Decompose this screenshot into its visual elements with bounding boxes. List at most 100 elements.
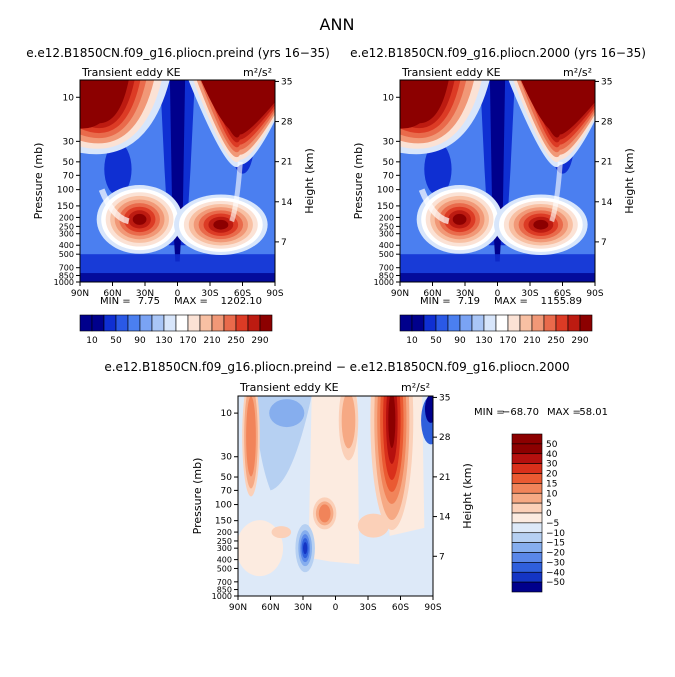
colorbar-label: 210 [523, 336, 540, 346]
y-right-tick-label: 7 [601, 238, 607, 248]
diff-pos-nh-jet [271, 526, 292, 539]
colorbar-swatch [247, 314, 261, 332]
panel-b-colorbar: 10 50 90 130 170 210 250 290 [399, 314, 593, 346]
y-right-tick-label: 14 [601, 198, 613, 208]
panel-c-plot [238, 396, 433, 596]
diff-neg-sh-pole-core [424, 396, 433, 423]
panel-a-min: 7.75 [138, 296, 160, 307]
panel-c-min: −68.70 [502, 407, 539, 418]
colorbar-swatch [511, 532, 543, 543]
colorbar-swatch [199, 314, 213, 332]
x-tick-label: 0 [175, 289, 181, 299]
x-tick-label: 90N [229, 603, 247, 613]
panel-c-title: e.e12.B1850CN.f09_g16.pliocn.preind − e.… [104, 360, 569, 374]
y-tick-label: 10 [63, 93, 75, 103]
colorbar-label: −50 [546, 578, 565, 588]
panel-b-min-label: MIN = [420, 296, 451, 307]
y-tick-label: 400 [379, 241, 394, 250]
colorbar-label: 250 [547, 336, 564, 346]
panel-a-axes: 90N 60N 30N 0 30S 60S 90S103050701001502002503… [54, 77, 293, 299]
diff-neg-tropo [303, 542, 308, 555]
field-max-nh-strat [80, 80, 123, 129]
diff-pos-sh-mid [357, 513, 390, 538]
diff-pos-nh-strat [246, 396, 256, 477]
y-right-tick-label: 28 [281, 118, 293, 128]
y-right-tick-label: 7 [281, 238, 287, 248]
colorbar-label: 15 [546, 479, 557, 489]
y-tick-label: 250 [379, 222, 394, 231]
y-tick-label: 250 [217, 537, 232, 546]
colorbar-swatch [511, 492, 543, 504]
panel-b: e.e12.B1850CN.f09_g16.pliocn.2000 (yrs 1… [350, 46, 646, 346]
colorbar-swatch [511, 502, 543, 514]
diff-pos-sh-strat [388, 396, 396, 448]
y-tick-label: 700 [217, 578, 232, 587]
x-tick-label: 60S [234, 289, 251, 299]
y-tick-label: 700 [59, 264, 74, 273]
colorbar-swatch [511, 581, 543, 593]
colorbar-swatch [483, 314, 497, 332]
colorbar-swatch [511, 463, 543, 474]
y-tick-label: 500 [217, 564, 232, 573]
colorbar-swatch [511, 433, 543, 445]
colorbar-swatch [511, 522, 543, 534]
colorbar-swatch [519, 314, 533, 332]
y-tick-label: 50 [63, 158, 75, 168]
colorbar-label: 90 [454, 336, 466, 346]
x-tick-label: 60S [554, 289, 571, 299]
y-right-tick-label: 14 [281, 198, 293, 208]
colorbar-swatch [163, 314, 177, 332]
colorbar-swatch [531, 314, 545, 332]
colorbar-label: 170 [499, 336, 516, 346]
diff-neg-nh-strat-core [269, 399, 305, 428]
panel-b-ylabel-right: Height (km) [623, 148, 636, 214]
colorbar-swatch [187, 314, 201, 332]
colorbar-label: 0 [546, 509, 552, 519]
y-tick-label: 1000 [374, 278, 394, 287]
y-tick-label: 50 [383, 158, 395, 168]
panel-b-title: e.e12.B1850CN.f09_g16.pliocn.2000 (yrs 1… [350, 46, 646, 60]
field-min-surface [80, 273, 275, 282]
panel-a-subtitle: Transient eddy KE [81, 66, 181, 79]
x-tick-label: 0 [333, 603, 339, 613]
y-tick-label: 10 [383, 93, 395, 103]
y-tick-label: 200 [379, 213, 394, 222]
y-right-tick-label: 28 [439, 433, 451, 443]
colorbar-label: 170 [179, 336, 196, 346]
y-tick-label: 30 [221, 453, 233, 463]
y-tick-label: 400 [59, 241, 74, 250]
y-tick-label: 50 [221, 473, 233, 483]
diff-pos-tropo [318, 504, 331, 523]
colorbar-label: 290 [251, 336, 268, 346]
colorbar-label: 50 [110, 336, 122, 346]
field-max-sh-strat [520, 80, 595, 133]
panel-a-title: e.e12.B1850CN.f09_g16.pliocn.preind (yrs… [26, 46, 330, 60]
y-right-tick-label: 21 [439, 473, 450, 483]
y-right-tick-label: 21 [281, 158, 292, 168]
panel-a-ylabel: Pressure (mb) [32, 143, 45, 220]
x-tick-label: 60N [261, 603, 279, 613]
colorbar-label: −40 [546, 568, 565, 578]
panel-c-ylabel-right: Height (km) [461, 463, 474, 529]
panel-c: e.e12.B1850CN.f09_g16.pliocn.preind − e.… [104, 360, 608, 613]
x-tick-label: 60N [103, 289, 121, 299]
panel-b-max: 1155.89 [541, 296, 582, 307]
y-tick-label: 30 [63, 137, 75, 147]
y-tick-label: 70 [383, 171, 395, 181]
panel-c-min-label: MIN = [474, 407, 505, 418]
field-bridge-nh [418, 188, 450, 225]
y-tick-label: 150 [57, 202, 74, 212]
colorbar-swatch [399, 314, 413, 332]
panel-b-units: m²/s² [563, 66, 592, 79]
x-tick-label: 30N [136, 289, 154, 299]
panel-c-units: m²/s² [401, 381, 430, 394]
colorbar-swatch [127, 314, 141, 332]
diff-pos-eq-strat [341, 396, 356, 449]
colorbar-swatch [579, 314, 593, 332]
colorbar-label: 20 [546, 470, 558, 480]
y-tick-label: 150 [377, 202, 394, 212]
y-right-tick-label: 35 [601, 77, 612, 87]
y-tick-label: 100 [377, 186, 394, 196]
